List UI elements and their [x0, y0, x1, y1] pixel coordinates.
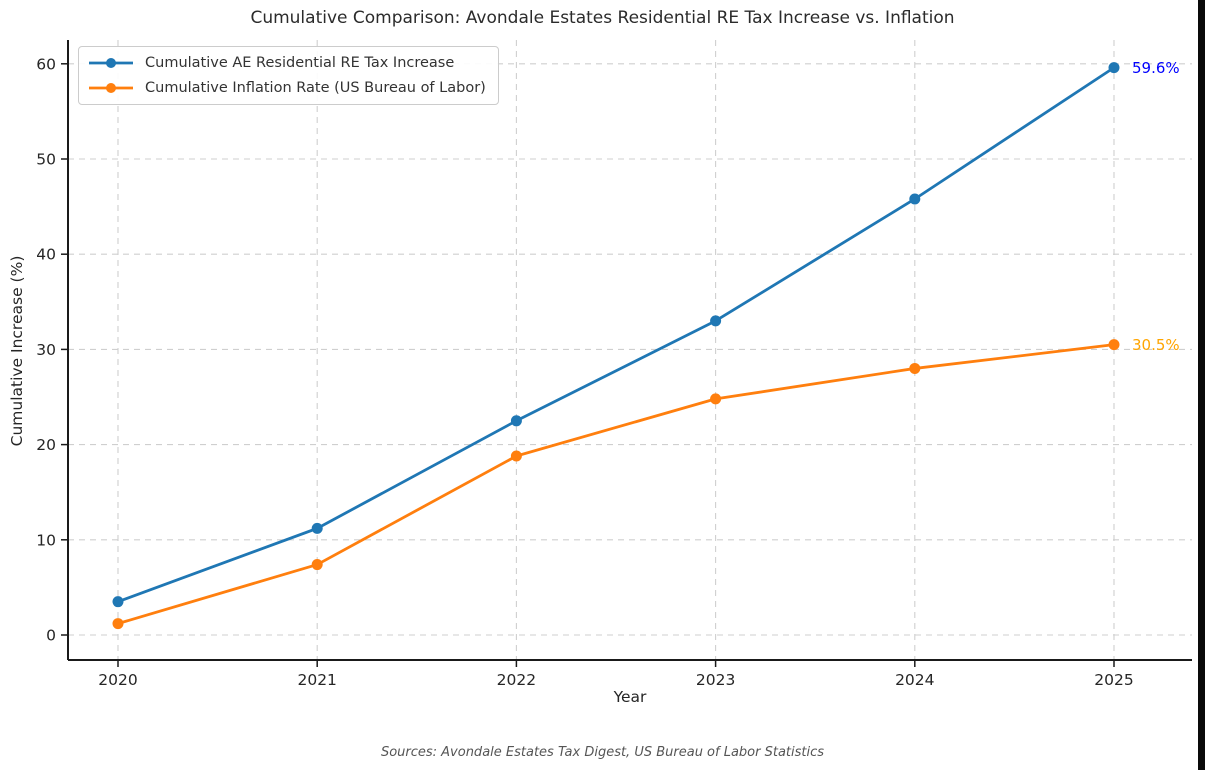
data-point-marker — [909, 193, 921, 205]
legend-label-tax: Cumulative AE Residential RE Tax Increas… — [145, 55, 455, 71]
y-tick-label: 60 — [36, 55, 56, 73]
x-tick-label: 2020 — [98, 671, 137, 689]
data-point-marker — [909, 362, 921, 374]
x-tick-label: 2024 — [895, 671, 934, 689]
series-line-0 — [117, 66, 1115, 603]
data-point-marker — [112, 618, 124, 630]
legend: Cumulative AE Residential RE Tax Increas… — [78, 46, 499, 105]
data-point-marker — [510, 450, 522, 462]
y-axis-label: Cumulative Increase (%) — [8, 255, 26, 447]
y-tick-label: 50 — [36, 151, 56, 169]
source-note: Sources: Avondale Estates Tax Digest, US… — [380, 745, 825, 760]
data-point-marker — [710, 393, 722, 405]
series-line-1 — [117, 343, 1115, 625]
legend-item-inflation: Cumulative Inflation Rate (US Bureau of … — [87, 77, 486, 99]
data-point-marker — [112, 596, 124, 608]
x-tick-label: 2023 — [696, 671, 735, 689]
data-point-marker — [710, 315, 722, 327]
y-tick-label: 20 — [36, 436, 56, 454]
y-tick-label: 30 — [36, 341, 56, 359]
data-point-marker — [311, 559, 323, 571]
x-tick-label: 2025 — [1094, 671, 1133, 689]
x-tick-label: 2021 — [297, 671, 336, 689]
data-point-marker — [311, 522, 323, 534]
y-tick-label: 40 — [36, 246, 56, 264]
legend-label-inflation: Cumulative Inflation Rate (US Bureau of … — [145, 80, 486, 96]
y-tick-label: 10 — [36, 531, 56, 549]
annotation-inflation-final-value: 30.5% — [1132, 335, 1180, 354]
data-point-marker — [510, 415, 522, 427]
chart-title: Cumulative Comparison: Avondale Estates … — [250, 8, 955, 28]
legend-sample-inflation-line — [89, 83, 133, 93]
y-tick-label: 0 — [46, 627, 56, 645]
right-edge-artifact — [1198, 0, 1205, 770]
legend-sample-tax-line — [89, 58, 133, 68]
x-axis-label: Year — [613, 688, 647, 706]
legend-item-tax: Cumulative AE Residential RE Tax Increas… — [87, 52, 486, 74]
data-point-marker — [1108, 339, 1120, 351]
annotation-tax-final-value: 59.6% — [1132, 58, 1180, 77]
x-tick-label: 2022 — [497, 671, 536, 689]
data-point-marker — [1108, 62, 1120, 74]
